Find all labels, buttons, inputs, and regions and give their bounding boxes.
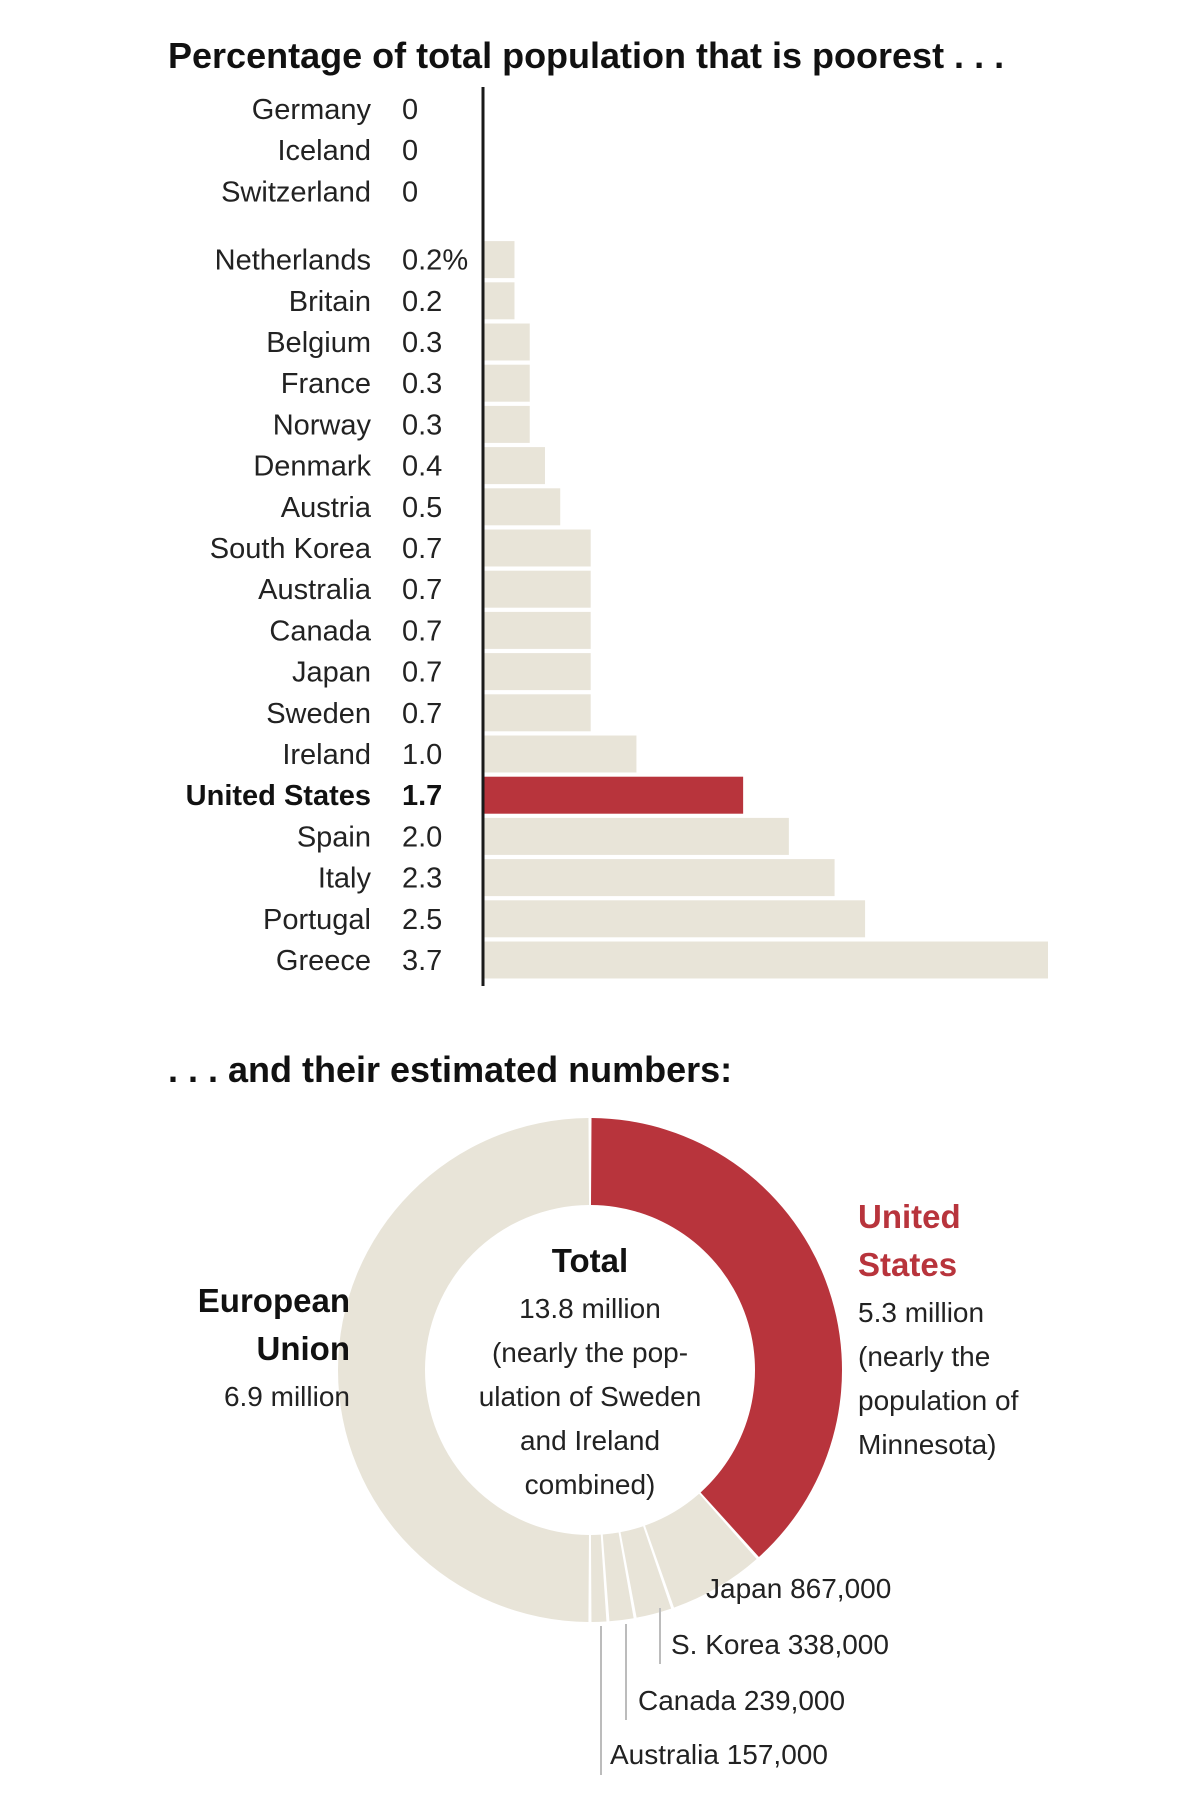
value-label-switzerland: 0 [402, 176, 418, 208]
bar-spain [484, 817, 789, 855]
bar-japan [484, 653, 591, 691]
slice-note-european-union: 6.9 million [224, 1381, 350, 1412]
value-label-united-states: 1.7 [402, 780, 442, 812]
donut-center-line: (nearly the pop- [492, 1337, 688, 1368]
country-label-netherlands: Netherlands [215, 245, 371, 277]
value-label-belgium: 0.3 [402, 327, 442, 359]
donut-center-line: 13.8 million [519, 1293, 661, 1324]
bar-italy [484, 859, 835, 897]
bar-britain [484, 282, 515, 320]
country-label-greece: Greece [276, 945, 371, 977]
value-label-netherlands: 0.2% [402, 245, 468, 277]
country-label-denmark: Denmark [253, 451, 371, 483]
donut-center-line: and Ireland [520, 1425, 660, 1456]
bar-chart: Germany 0 Iceland 0 Switzerland 0 Netherlands 0… [186, 87, 1048, 986]
bar-united-states [484, 776, 744, 814]
slice-label-united-states: States [858, 1246, 957, 1283]
country-label-portugal: Portugal [263, 904, 371, 936]
slice-note-united-states: Minnesota) [858, 1429, 997, 1460]
bar-norway [484, 405, 530, 443]
slice-note-united-states: population of [858, 1385, 1019, 1416]
value-label-italy: 2.3 [402, 863, 442, 895]
country-label-united-states: United States [186, 780, 371, 812]
country-label-iceland: Iceland [277, 135, 371, 167]
slice-japan [645, 1493, 757, 1608]
value-label-austria: 0.5 [402, 492, 442, 524]
country-label-italy: Italy [318, 863, 372, 895]
bar-austria [484, 488, 561, 526]
country-label-ireland: Ireland [282, 739, 371, 771]
callout-canada: Canada 239,000 [638, 1685, 845, 1716]
bar-ireland [484, 735, 637, 773]
value-label-france: 0.3 [402, 368, 442, 400]
value-label-ireland: 1.0 [402, 739, 442, 771]
slice-label-european-union: European [198, 1282, 350, 1319]
country-label-germany: Germany [252, 94, 372, 126]
value-label-britain: 0.2 [402, 286, 442, 318]
callout-australia: Australia 157,000 [610, 1739, 828, 1770]
country-label-australia: Australia [258, 574, 372, 606]
value-label-canada: 0.7 [402, 615, 442, 647]
country-label-austria: Austria [281, 492, 372, 524]
bar-denmark [484, 447, 545, 485]
slice-australia [590, 1534, 607, 1622]
value-label-australia: 0.7 [402, 574, 442, 606]
country-label-france: France [281, 368, 371, 400]
bar-netherlands [484, 241, 515, 279]
country-label-belgium: Belgium [266, 327, 371, 359]
value-label-spain: 2.0 [402, 821, 442, 853]
donut-center-line: ulation of Sweden [479, 1381, 702, 1412]
slice-canada [602, 1532, 634, 1622]
country-label-south-korea: South Korea [210, 533, 372, 565]
value-label-south-korea: 0.7 [402, 533, 442, 565]
value-label-denmark: 0.4 [402, 451, 442, 483]
country-label-britain: Britain [289, 286, 371, 318]
slice-label-united-states: United [858, 1198, 961, 1235]
value-label-portugal: 2.5 [402, 904, 442, 936]
bar-australia [484, 570, 591, 608]
value-label-norway: 0.3 [402, 409, 442, 441]
country-label-spain: Spain [297, 821, 371, 853]
bar-canada [484, 611, 591, 649]
bar-greece [484, 941, 1048, 979]
donut-chart-title: . . . and their estimated numbers: [168, 1049, 732, 1090]
value-label-iceland: 0 [402, 135, 418, 167]
bar-france [484, 364, 530, 402]
slice-note-united-states: (nearly the [858, 1341, 990, 1372]
value-label-japan: 0.7 [402, 657, 442, 689]
country-label-norway: Norway [273, 409, 372, 441]
bar-south-korea [484, 529, 591, 567]
bar-belgium [484, 323, 530, 361]
slice-s-korea [620, 1526, 672, 1618]
value-label-sweden: 0.7 [402, 698, 442, 730]
donut-center-line: combined) [525, 1469, 656, 1500]
donut-chart: Total 13.8 million (nearly the pop-ulation… [198, 1118, 1019, 1775]
slice-note-united-states: 5.3 million [858, 1297, 984, 1328]
bar-sweden [484, 694, 591, 732]
bar-portugal [484, 900, 866, 938]
callout-s-korea: S. Korea 338,000 [671, 1629, 889, 1660]
value-label-greece: 3.7 [402, 945, 442, 977]
slice-label-european-union: Union [257, 1330, 350, 1367]
country-label-switzerland: Switzerland [221, 176, 371, 208]
bar-chart-title: Percentage of total population that is p… [168, 35, 1004, 76]
country-label-japan: Japan [292, 657, 371, 689]
slice-united-states [590, 1118, 843, 1557]
callout-japan: Japan 867,000 [706, 1573, 891, 1604]
country-label-canada: Canada [269, 615, 371, 647]
country-label-sweden: Sweden [266, 698, 371, 730]
slice-european-union [337, 1118, 590, 1622]
donut-center-heading: Total [552, 1242, 628, 1279]
value-label-germany: 0 [402, 94, 418, 126]
